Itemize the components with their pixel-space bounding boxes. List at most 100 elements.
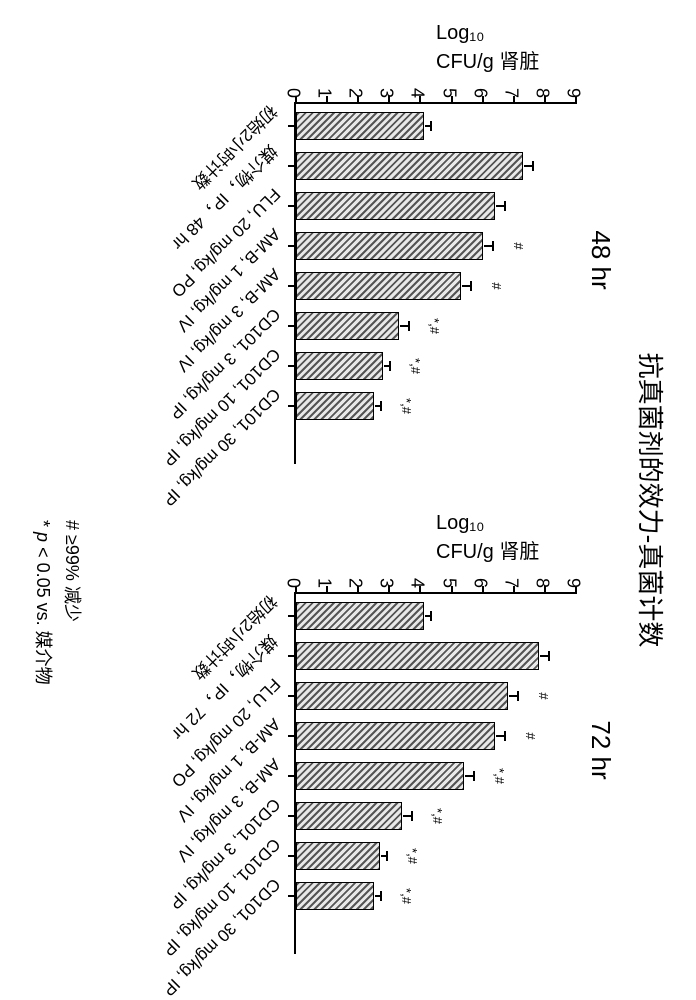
bar — [296, 192, 495, 220]
significance-marker: *,# — [408, 358, 423, 374]
y-tick-label: 1 — [314, 566, 335, 588]
ylabel-line2: CFU/g 肾脏 — [436, 51, 539, 73]
y-tick-label: 2 — [345, 566, 366, 588]
legend-hash-text: ≥99% 减少 — [62, 535, 82, 622]
y-tick-mark — [575, 96, 577, 104]
figure-stage: 抗真菌剂的效力-真菌计数 48 hr Log₁₀ CFU/g 肾脏 ##*,#*… — [0, 0, 696, 1000]
bar — [296, 152, 523, 180]
y-tick-mark — [544, 586, 546, 594]
panel-title-72hr: 72 hr — [585, 520, 616, 980]
panel-72hr: 72 hr Log₁₀ CFU/g 肾脏 ##*,#*,#*,#*,# 0123… — [16, 520, 616, 980]
y-tick-label: 8 — [531, 76, 552, 98]
x-tick-mark — [288, 205, 296, 207]
x-tick-mark — [288, 615, 296, 617]
bar — [296, 352, 383, 380]
legend-star-rest: < 0.05 vs. 媒介物 — [33, 547, 53, 685]
x-tick-mark — [288, 125, 296, 127]
panel-48hr: 48 hr Log₁₀ CFU/g 肾脏 ##*,#*,#*,# 0123456… — [16, 30, 616, 490]
error-bar — [400, 325, 409, 327]
significance-marker: *,# — [427, 318, 442, 334]
legend-hash-symbol: # — [62, 520, 82, 530]
error-bar — [540, 655, 549, 657]
legend-star-p: p — [33, 532, 53, 542]
y-tick-label: 5 — [438, 566, 459, 588]
bar — [296, 882, 374, 910]
figure-title: 抗真菌剂的效力-真菌计数 — [633, 0, 670, 1000]
error-bar — [384, 365, 390, 367]
y-tick-mark — [419, 586, 421, 594]
y-tick-mark — [451, 96, 453, 104]
bar — [296, 272, 461, 300]
error-bar — [465, 775, 474, 777]
y-tick-label: 0 — [283, 566, 304, 588]
y-tick-label: 9 — [563, 566, 584, 588]
error-bar — [403, 815, 412, 817]
error-bar — [425, 125, 431, 127]
error-bar — [496, 735, 505, 737]
y-tick-label: 9 — [563, 76, 584, 98]
x-tick-mark — [288, 655, 296, 657]
y-tick-mark — [357, 586, 359, 594]
x-tick-mark — [288, 325, 296, 327]
x-tick-mark — [288, 735, 296, 737]
y-tick-mark — [482, 586, 484, 594]
bar — [296, 232, 483, 260]
significance-marker: *,# — [405, 848, 420, 864]
y-tick-mark — [295, 586, 297, 594]
error-bar — [509, 695, 518, 697]
significance-marker: *,# — [492, 768, 507, 784]
legend-row-hash: # ≥99% 减少 — [57, 520, 86, 685]
y-tick-label: 6 — [469, 566, 490, 588]
error-bar — [425, 615, 431, 617]
y-tick-mark — [326, 96, 328, 104]
y-tick-label: 3 — [376, 566, 397, 588]
y-tick-label: 6 — [469, 76, 490, 98]
y-tick-label: 1 — [314, 76, 335, 98]
plot-48hr: # # *,# *,# *,# — [294, 102, 576, 464]
y-axis-label-48hr: Log₁₀ CFU/g 肾脏 — [436, 22, 539, 74]
y-tick-label: 4 — [407, 76, 428, 98]
ylabel-line2: CFU/g 肾脏 — [436, 541, 539, 563]
legend-star-symbol: * — [33, 520, 53, 527]
bar — [296, 802, 402, 830]
y-tick-mark — [419, 96, 421, 104]
y-tick-mark — [388, 96, 390, 104]
error-bar — [381, 855, 387, 857]
x-tick-mark — [288, 285, 296, 287]
x-tick-mark — [288, 815, 296, 817]
y-tick-label: 7 — [500, 566, 521, 588]
y-tick-label: 7 — [500, 76, 521, 98]
bar — [296, 312, 399, 340]
plot-72hr: # # *,# *,# *,# *,# — [294, 592, 576, 954]
y-tick-mark — [482, 96, 484, 104]
bar — [296, 392, 374, 420]
significance-marker: *,# — [399, 398, 414, 414]
y-tick-label: 4 — [407, 566, 428, 588]
y-tick-mark — [513, 586, 515, 594]
y-tick-mark — [295, 96, 297, 104]
y-tick-mark — [357, 96, 359, 104]
significance-marker: *,# — [399, 888, 414, 904]
significance-marker: # — [489, 282, 504, 289]
y-tick-label: 8 — [531, 566, 552, 588]
y-tick-mark — [388, 586, 390, 594]
bar — [296, 842, 380, 870]
y-tick-mark — [326, 586, 328, 594]
bar — [296, 642, 539, 670]
significance-marker: # — [511, 242, 526, 249]
ylabel-line1: Log₁₀ — [436, 512, 484, 534]
significance-marker: # — [523, 732, 538, 739]
y-tick-label: 2 — [345, 76, 366, 98]
x-tick-mark — [288, 365, 296, 367]
x-tick-mark — [288, 895, 296, 897]
error-bar — [496, 205, 505, 207]
legend: # ≥99% 减少 * p < 0.05 vs. 媒介物 — [28, 520, 86, 685]
significance-marker: *,# — [430, 808, 445, 824]
error-bar — [524, 165, 533, 167]
x-tick-mark — [288, 405, 296, 407]
y-tick-mark — [451, 586, 453, 594]
y-tick-label: 0 — [283, 76, 304, 98]
x-tick-mark — [288, 855, 296, 857]
y-tick-mark — [513, 96, 515, 104]
significance-marker: # — [536, 692, 551, 699]
